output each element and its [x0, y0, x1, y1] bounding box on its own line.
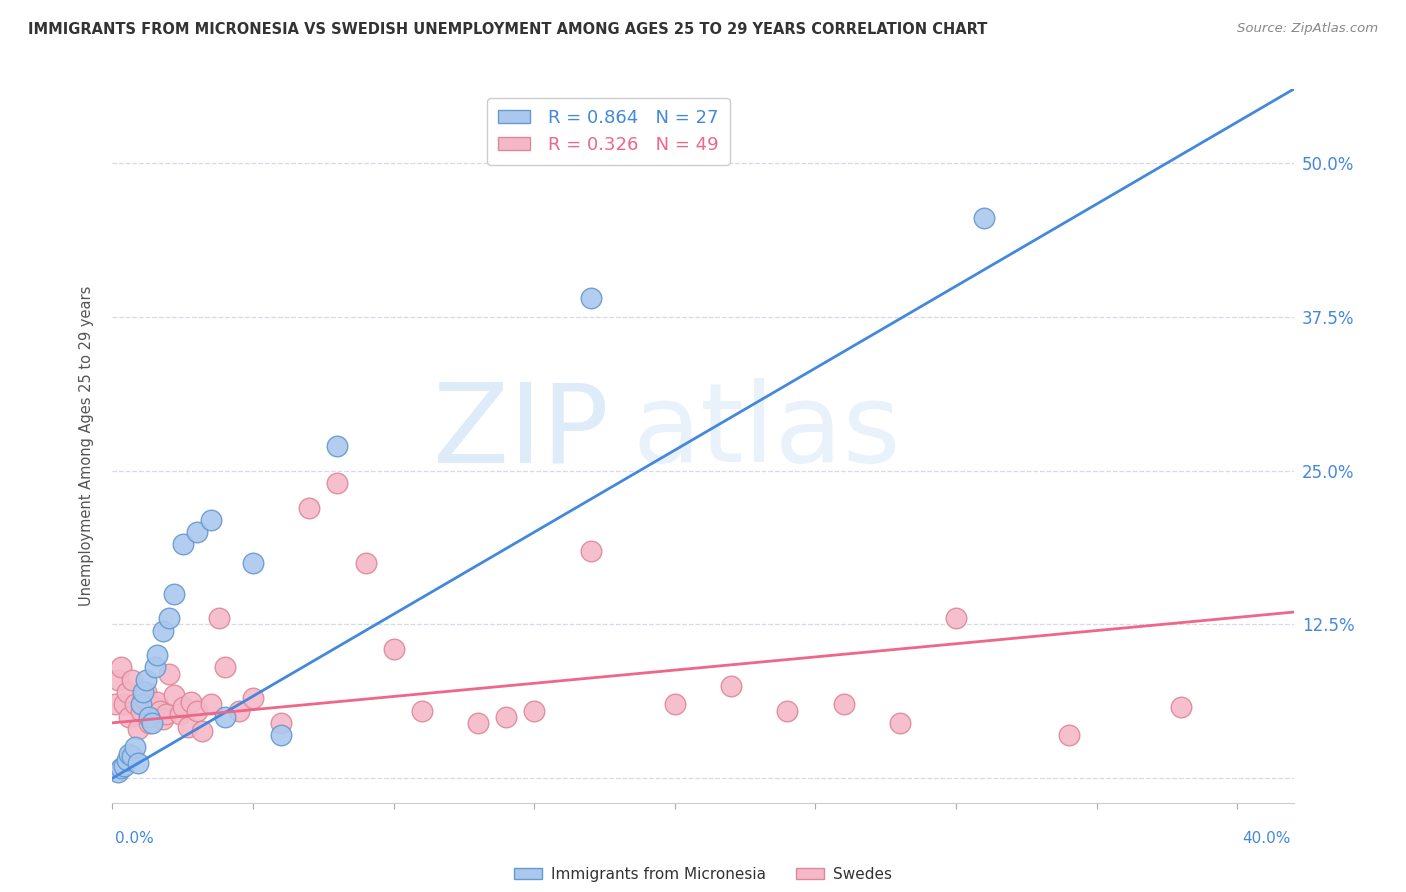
Point: [945, 611, 967, 625]
Point: [143, 699, 166, 714]
Point: [889, 715, 911, 730]
Point: [127, 722, 149, 736]
Point: [155, 707, 177, 722]
Text: 0.0%: 0.0%: [115, 831, 155, 846]
Point: [200, 513, 222, 527]
Point: [1057, 728, 1080, 742]
Point: [115, 685, 138, 699]
Point: [832, 698, 855, 712]
Text: ZIP: ZIP: [433, 378, 609, 485]
Text: atlas: atlas: [633, 378, 901, 485]
Point: [121, 673, 143, 687]
Point: [242, 691, 264, 706]
Point: [186, 704, 208, 718]
Point: [270, 728, 292, 742]
Point: [146, 695, 169, 709]
Text: Source: ZipAtlas.com: Source: ZipAtlas.com: [1237, 22, 1378, 36]
Point: [146, 648, 169, 662]
Point: [157, 666, 180, 681]
Point: [124, 740, 146, 755]
Point: [523, 704, 546, 718]
Point: [776, 704, 799, 718]
Point: [149, 704, 172, 718]
Point: [228, 704, 250, 718]
Point: [664, 698, 686, 712]
Point: [326, 439, 349, 453]
Point: [110, 660, 132, 674]
Point: [208, 611, 231, 625]
Y-axis label: Unemployment Among Ages 25 to 29 years: Unemployment Among Ages 25 to 29 years: [79, 285, 94, 607]
Point: [172, 699, 194, 714]
Point: [107, 765, 129, 780]
Point: [973, 211, 995, 226]
Point: [163, 688, 186, 702]
Point: [579, 543, 602, 558]
Point: [163, 587, 186, 601]
Point: [157, 611, 180, 625]
Point: [326, 475, 349, 490]
Point: [121, 749, 143, 764]
Point: [152, 624, 174, 638]
Point: [200, 698, 222, 712]
Point: [214, 660, 236, 674]
Text: IMMIGRANTS FROM MICRONESIA VS SWEDISH UNEMPLOYMENT AMONG AGES 25 TO 29 YEARS COR: IMMIGRANTS FROM MICRONESIA VS SWEDISH UN…: [28, 22, 987, 37]
Point: [720, 679, 742, 693]
Point: [135, 673, 157, 687]
Point: [138, 715, 160, 730]
Point: [411, 704, 433, 718]
Point: [382, 642, 405, 657]
Point: [141, 715, 163, 730]
Point: [186, 525, 208, 540]
Point: [579, 291, 602, 305]
Point: [354, 556, 377, 570]
Point: [191, 724, 214, 739]
Point: [495, 709, 517, 723]
Point: [138, 709, 160, 723]
Point: [467, 715, 489, 730]
Point: [298, 500, 321, 515]
Point: [112, 759, 135, 773]
Point: [143, 660, 166, 674]
Point: [127, 756, 149, 771]
Point: [214, 709, 236, 723]
Point: [112, 698, 135, 712]
Point: [132, 691, 155, 706]
Point: [242, 556, 264, 570]
Text: 40.0%: 40.0%: [1243, 831, 1291, 846]
Point: [124, 698, 146, 712]
Point: [152, 712, 174, 726]
Point: [110, 761, 132, 775]
Point: [180, 695, 202, 709]
Point: [270, 715, 292, 730]
Point: [172, 537, 194, 551]
Point: [177, 719, 200, 733]
Point: [104, 698, 127, 712]
Point: [132, 685, 155, 699]
Point: [118, 709, 141, 723]
Point: [129, 698, 152, 712]
Legend: Immigrants from Micronesia, Swedes: Immigrants from Micronesia, Swedes: [508, 861, 898, 888]
Point: [169, 707, 191, 722]
Point: [129, 704, 152, 718]
Point: [135, 685, 157, 699]
Point: [118, 747, 141, 761]
Point: [1170, 699, 1192, 714]
Point: [107, 673, 129, 687]
Point: [115, 753, 138, 767]
